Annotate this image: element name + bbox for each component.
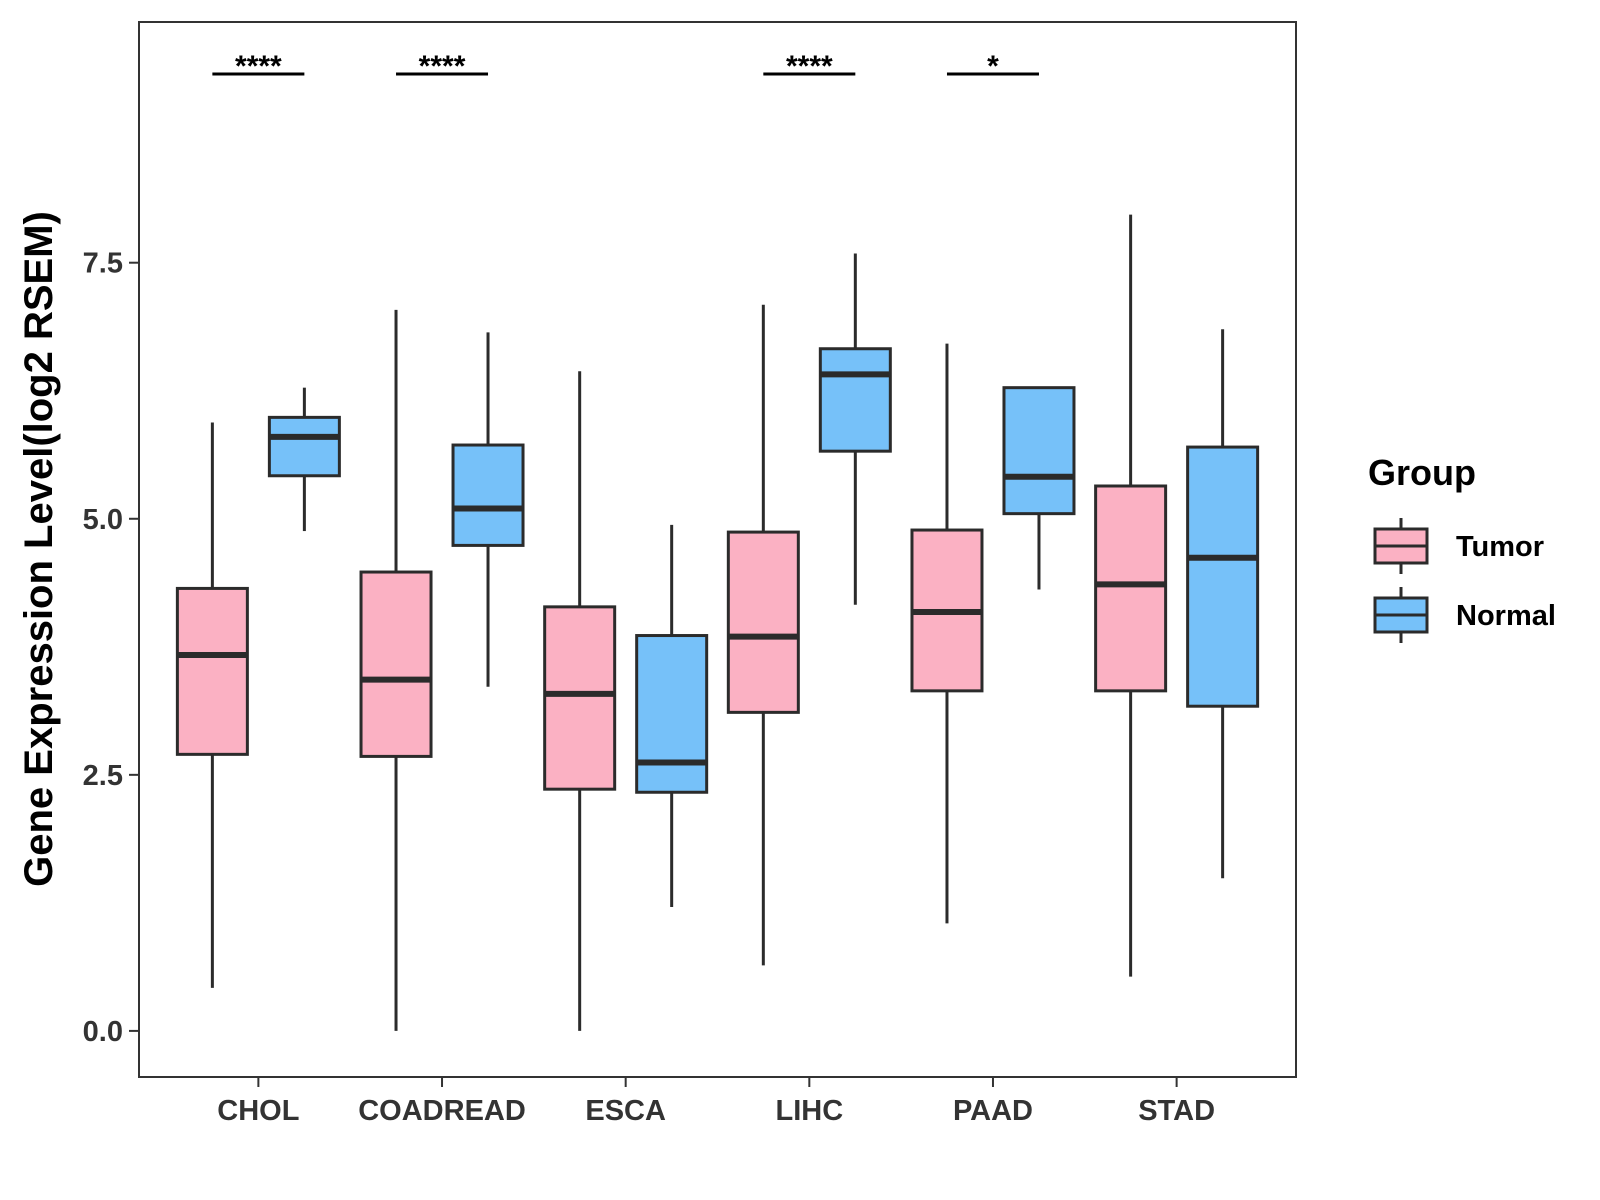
box-normal-lihc	[818, 253, 892, 605]
legend-label-tumor: Tumor	[1456, 531, 1544, 563]
legend-label-normal: Normal	[1456, 600, 1556, 632]
y-axis: 0.0 2.5 5.0 7.5	[83, 248, 139, 1048]
significance-label: ****	[235, 50, 282, 83]
significance-label: *	[987, 50, 999, 83]
box-tumor-lihc	[726, 304, 800, 966]
x-tick-label: ESCA	[585, 1095, 666, 1127]
significance-label: ****	[419, 50, 466, 83]
y-tick-label: 0.0	[83, 1016, 123, 1048]
box-body	[1002, 386, 1076, 516]
x-tick-label: STAD	[1138, 1095, 1215, 1127]
y-tick-label: 7.5	[83, 248, 123, 280]
legend: Group Tumor Normal	[1368, 452, 1556, 643]
box-normal-coadread	[451, 332, 525, 687]
box-normal-chol	[267, 387, 341, 532]
box-body	[818, 347, 892, 453]
y-axis-title: Gene Expression Level(log2 RSEM)	[17, 211, 61, 887]
box-body	[267, 415, 341, 478]
box-normal-paad	[1002, 386, 1076, 590]
box-body	[635, 634, 709, 794]
box-tumor-esca	[543, 371, 617, 1031]
box-body	[451, 443, 525, 547]
box-tumor-coadread	[359, 309, 433, 1031]
y-tick-label: 5.0	[83, 504, 123, 536]
box-body	[1186, 445, 1260, 708]
x-tick-label: CHOL	[217, 1095, 299, 1127]
box-body	[543, 605, 617, 791]
box-normal-esca	[635, 524, 709, 907]
box-series	[175, 214, 1260, 1031]
y-tick-label: 2.5	[83, 760, 123, 792]
box-body	[726, 530, 800, 714]
x-tick-label: PAAD	[953, 1095, 1033, 1127]
box-tumor-stad	[1094, 214, 1168, 977]
box-tumor-chol	[175, 422, 249, 988]
box-body	[175, 586, 249, 756]
x-axis: CHOL COADREAD ESCA LIHC PAAD STAD	[217, 1077, 1215, 1127]
box-body	[1094, 484, 1168, 693]
box-tumor-paad	[910, 343, 984, 924]
box-body	[359, 570, 433, 758]
legend-title: Group	[1368, 452, 1476, 493]
x-tick-label: LIHC	[775, 1095, 843, 1127]
significance-label: ****	[786, 50, 833, 83]
x-tick-label: COADREAD	[358, 1095, 526, 1127]
significance-annotations: **** **** **** *	[212, 50, 1039, 83]
box-normal-stad	[1186, 329, 1260, 879]
